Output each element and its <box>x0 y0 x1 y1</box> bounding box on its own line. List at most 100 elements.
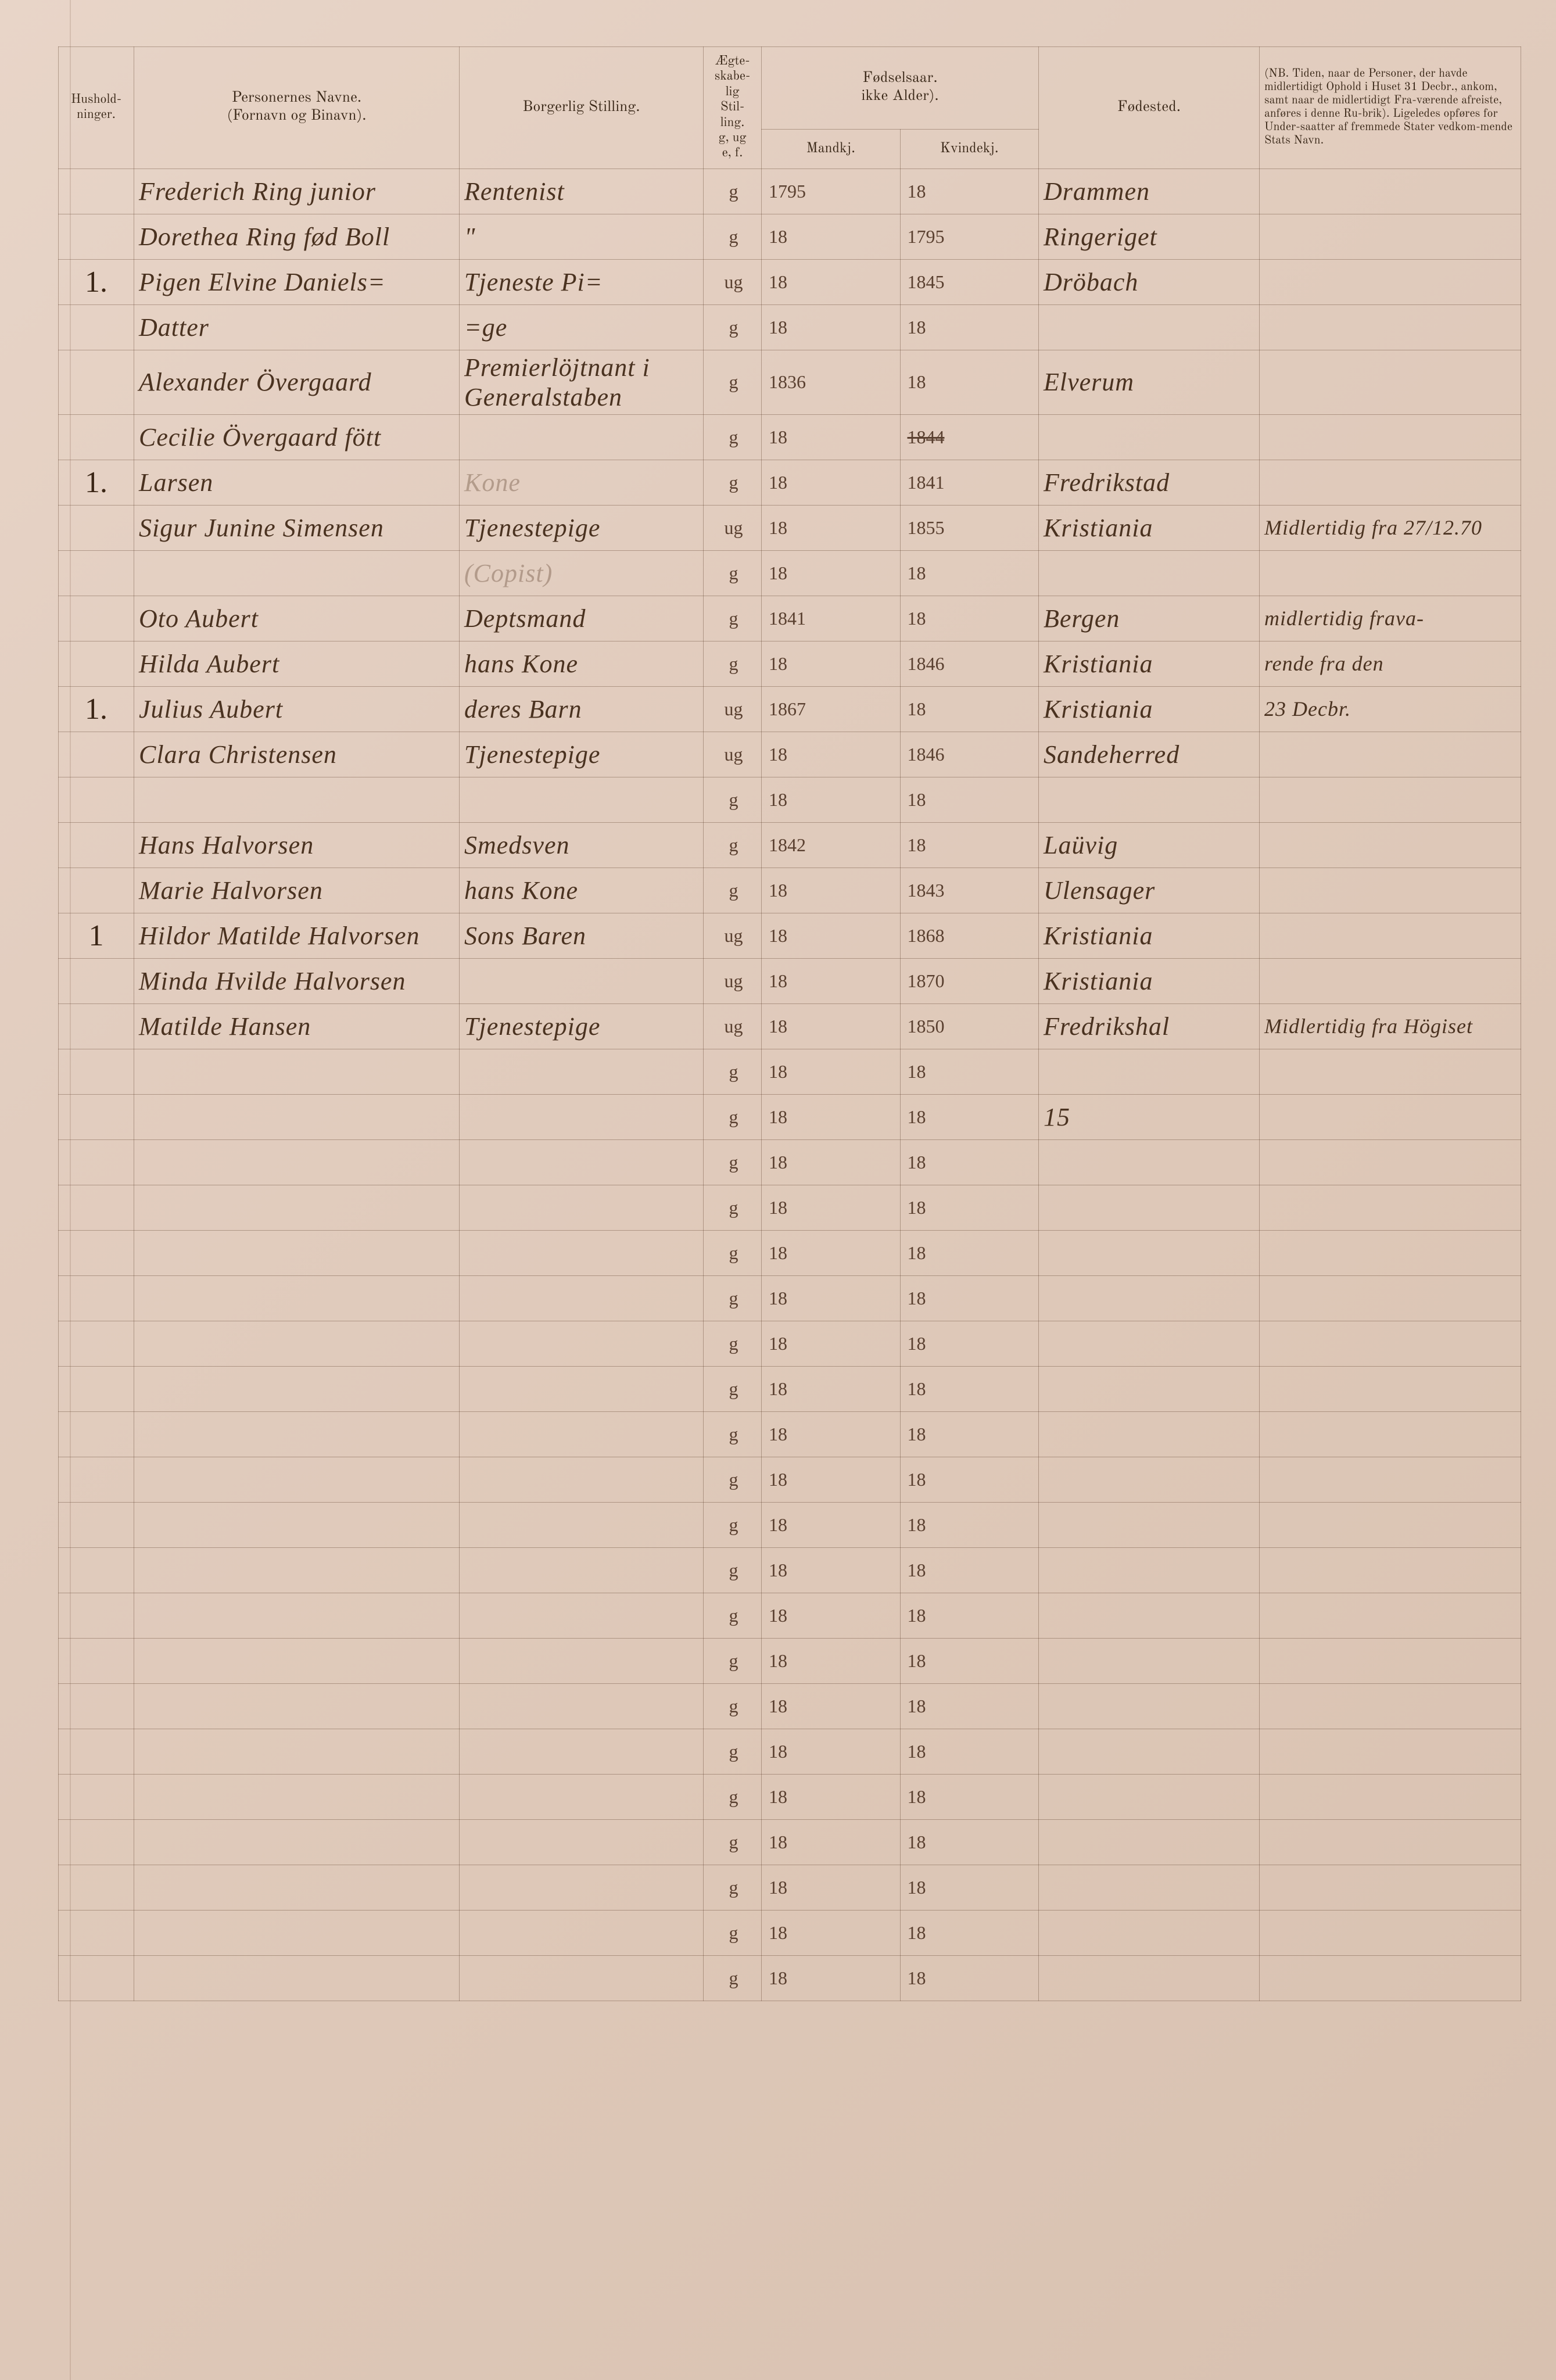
cell-stilling: =ge <box>460 304 704 350</box>
cell-mandkj: 18 <box>762 1003 901 1049</box>
cell-kvindkj: 18 <box>900 1865 1039 1910</box>
cell-egte: g <box>704 868 762 913</box>
table-row: g1818 <box>59 1139 1521 1185</box>
table-row: g1818 <box>59 1774 1521 1819</box>
cell-nb <box>1260 1547 1521 1593</box>
cell-egte: ug <box>704 1003 762 1049</box>
cell-hushold <box>59 1774 134 1819</box>
table-row: Cecilie Övergaard föttg181844 <box>59 414 1521 460</box>
table-row: Sigur Junine SimensenTjenestepigeug18185… <box>59 505 1521 550</box>
cell-fodested <box>1039 1593 1260 1638</box>
cell-stilling <box>460 1185 704 1230</box>
cell-kvindkj: 1846 <box>900 641 1039 686</box>
cell-mandkj: 18 <box>762 1502 901 1547</box>
cell-mandkj: 18 <box>762 1049 901 1094</box>
cell-nb: 23 Decbr. <box>1260 686 1521 732</box>
cell-kvindkj: 1868 <box>900 913 1039 958</box>
cell-kvindkj: 18 <box>900 304 1039 350</box>
cell-fodested: 15 <box>1039 1094 1260 1139</box>
cell-hushold <box>59 414 134 460</box>
cell-hushold <box>59 1094 134 1139</box>
cell-navn: Datter <box>134 304 460 350</box>
table-row: Dorethea Ring fød Boll"g181795Ringeriget <box>59 214 1521 259</box>
cell-kvindkj: 18 <box>900 1275 1039 1321</box>
cell-fodested <box>1039 1139 1260 1185</box>
table-row: g1818 <box>59 1910 1521 1955</box>
cell-navn <box>134 1139 460 1185</box>
cell-fodested <box>1039 1230 1260 1275</box>
cell-kvindkj: 18 <box>900 1593 1039 1638</box>
cell-navn <box>134 1865 460 1910</box>
cell-nb <box>1260 304 1521 350</box>
cell-navn <box>134 1683 460 1729</box>
cell-nb <box>1260 1411 1521 1457</box>
cell-nb <box>1260 1638 1521 1683</box>
cell-fodested <box>1039 1321 1260 1366</box>
cell-kvindkj: 1850 <box>900 1003 1039 1049</box>
cell-kvindkj: 18 <box>900 1457 1039 1502</box>
cell-navn: Sigur Junine Simensen <box>134 505 460 550</box>
cell-egte: g <box>704 550 762 596</box>
cell-nb <box>1260 732 1521 777</box>
cell-mandkj: 18 <box>762 777 901 822</box>
cell-hushold <box>59 304 134 350</box>
cell-fodested <box>1039 1865 1260 1910</box>
cell-hushold <box>59 1865 134 1910</box>
cell-nb <box>1260 777 1521 822</box>
cell-mandkj: 18 <box>762 550 901 596</box>
cell-fodested <box>1039 550 1260 596</box>
cell-kvindkj: 18 <box>900 1049 1039 1094</box>
cell-hushold <box>59 1638 134 1683</box>
cell-navn <box>134 1502 460 1547</box>
cell-nb <box>1260 1049 1521 1094</box>
cell-navn <box>134 1638 460 1683</box>
cell-stilling: hans Kone <box>460 641 704 686</box>
cell-fodested <box>1039 1411 1260 1457</box>
cell-fodested <box>1039 1638 1260 1683</box>
cell-stilling: Tjenestepige <box>460 1003 704 1049</box>
cell-hushold: 1. <box>59 460 134 505</box>
cell-mandkj: 18 <box>762 1411 901 1457</box>
table-row: g1818 <box>59 1502 1521 1547</box>
header-egteskabelig: Ægte-skabe-ligStil-ling.g, uge, f. <box>704 47 762 169</box>
cell-egte: g <box>704 1457 762 1502</box>
cell-stilling: deres Barn <box>460 686 704 732</box>
table-row: Datter=geg1818 <box>59 304 1521 350</box>
cell-hushold <box>59 732 134 777</box>
cell-mandkj: 18 <box>762 1955 901 2001</box>
cell-mandkj: 18 <box>762 1638 901 1683</box>
cell-hushold <box>59 214 134 259</box>
cell-hushold <box>59 1321 134 1366</box>
cell-mandkj: 18 <box>762 1139 901 1185</box>
cell-stilling: Tjenestepige <box>460 505 704 550</box>
cell-kvindkj: 18 <box>900 550 1039 596</box>
cell-egte: g <box>704 777 762 822</box>
cell-stilling <box>460 1094 704 1139</box>
cell-stilling: Rentenist <box>460 169 704 214</box>
table-body: Frederich Ring juniorRentenistg179518Dra… <box>59 169 1521 2001</box>
cell-nb <box>1260 1185 1521 1230</box>
cell-hushold <box>59 1185 134 1230</box>
header-navne: Personernes Navne.(Fornavn og Binavn). <box>134 47 460 169</box>
cell-hushold <box>59 958 134 1003</box>
cell-kvindkj: 1841 <box>900 460 1039 505</box>
cell-egte: g <box>704 1230 762 1275</box>
cell-kvindkj: 18 <box>900 1910 1039 1955</box>
cell-nb: rende fra den <box>1260 641 1521 686</box>
cell-kvindkj: 1843 <box>900 868 1039 913</box>
cell-kvindkj: 18 <box>900 1366 1039 1411</box>
cell-stilling: " <box>460 214 704 259</box>
cell-egte: g <box>704 169 762 214</box>
table-row: Frederich Ring juniorRentenistg179518Dra… <box>59 169 1521 214</box>
census-page: Hushold-ninger. Personernes Navne.(Forna… <box>0 0 1556 2380</box>
cell-navn <box>134 1049 460 1094</box>
cell-egte: g <box>704 1774 762 1819</box>
cell-egte: g <box>704 1275 762 1321</box>
cell-kvindkj: 18 <box>900 686 1039 732</box>
cell-stilling: Tjeneste Pi= <box>460 259 704 304</box>
cell-hushold: 1. <box>59 686 134 732</box>
table-row: Marie Halvorsenhans Koneg181843Ulensager <box>59 868 1521 913</box>
cell-fodested: Dröbach <box>1039 259 1260 304</box>
cell-navn <box>134 1593 460 1638</box>
cell-mandkj: 18 <box>762 1547 901 1593</box>
